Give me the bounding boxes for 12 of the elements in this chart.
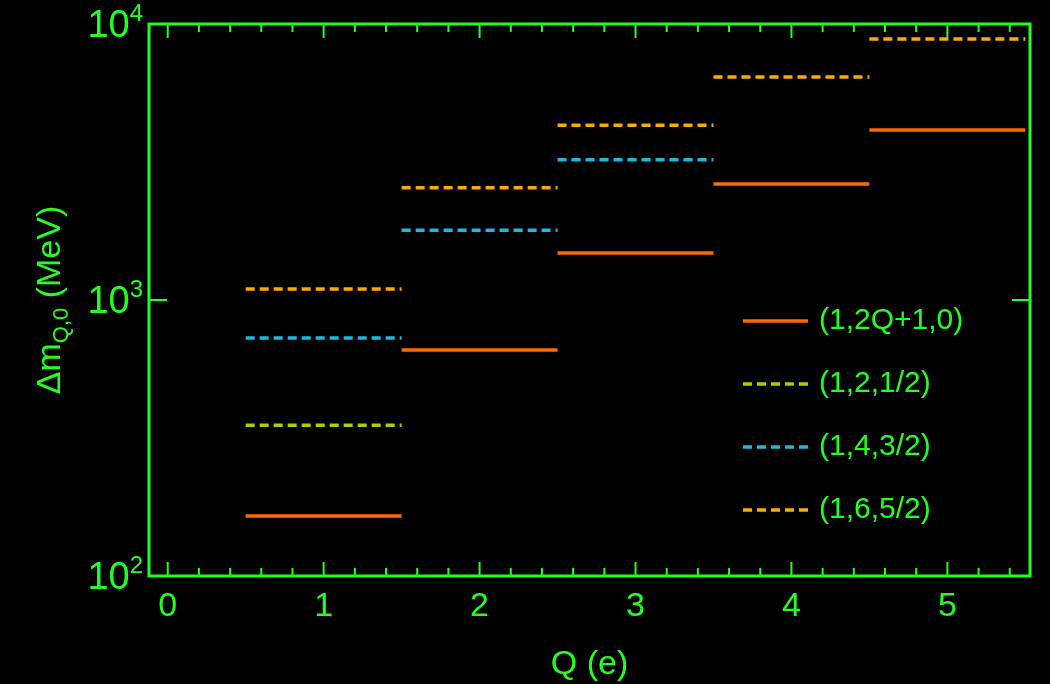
legend-label: (1,4,3/2) (819, 428, 931, 462)
legend-label: (1,2,1/2) (819, 365, 931, 399)
x-tick-label: 1 (314, 585, 334, 624)
x-axis-title: Q (e) (550, 643, 629, 682)
legend-label: (1,2Q+1,0) (819, 302, 964, 336)
x-tick-label: 2 (470, 585, 490, 624)
x-tick-label: 0 (158, 585, 178, 624)
x-tick-label: 5 (937, 585, 957, 624)
x-tick-label: 4 (781, 585, 801, 624)
y-axis-title: ΔmQ,0 (MeV) (29, 205, 73, 395)
legend-label: (1,6,5/2) (819, 491, 931, 525)
x-tick-label: 3 (626, 585, 645, 624)
